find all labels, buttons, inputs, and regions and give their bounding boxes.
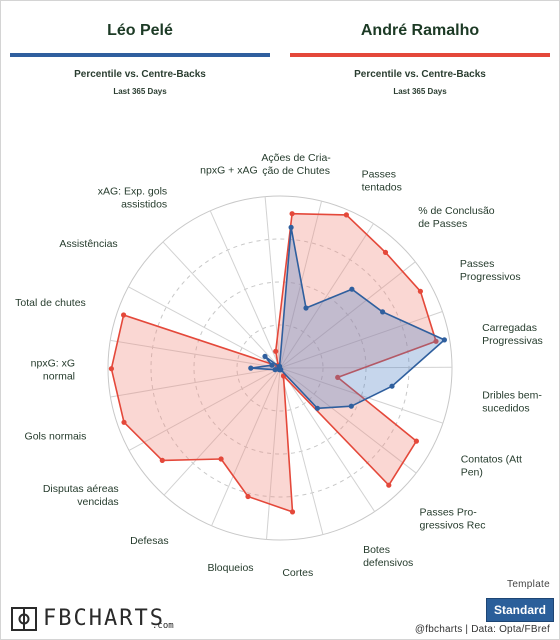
radar-grid [107,195,453,541]
player2-subtitle: Percentile vs. Centre-Backs [354,69,486,80]
axis-label: Cortes [282,567,313,579]
player2-color-bar [290,53,550,57]
series-2-polygon [110,212,437,513]
series-2-point [159,457,165,463]
grid-spoke [209,210,281,369]
axis-label: % de Conclusão de Passes [418,205,495,230]
grid-ring-3 [150,238,410,498]
series-2-point [218,456,224,462]
series-1-point [262,353,268,359]
axis-label: Passes Pro-gressivos Rec [420,507,486,532]
series-1-point [380,309,386,315]
grid-spoke [279,367,444,424]
series-2-point [417,288,423,294]
series-1-point [441,337,447,343]
grid-spoke [211,367,281,526]
grid-spoke [279,311,443,369]
template-button[interactable]: Standard [486,598,554,622]
grid-spoke [128,367,281,451]
grid-spoke [279,261,416,369]
series-2-point [245,493,251,500]
player1-period: Last 365 Days [113,87,167,96]
series-2-point [382,249,389,255]
axis-label: Ações de Cria-ção de Chutes [261,152,331,177]
logo-suffix: .com [152,621,174,631]
axis-label: xAG: Exp. gols assistidos [98,185,167,210]
radar-series [108,211,447,515]
series-1-point [272,367,278,373]
axis-label: Passes tentados [362,168,402,193]
axis-label: Botes defensivos [363,544,413,569]
logo-text: FBCHARTS [43,606,165,631]
series-1-point [288,224,294,230]
data-credit: @fbcharts | Data: Opta/FBref [414,624,550,635]
grid-spoke [279,200,323,369]
player1-subtitle: Percentile vs. Centre-Backs [74,69,206,80]
series-1-point [269,362,275,368]
series-2-point [386,482,392,488]
axis-label: Assistências [59,238,117,250]
player1-name: Léo Pelé [107,22,173,39]
series-2-point [335,374,341,380]
series-1-point [389,383,395,389]
grid-spoke [279,367,417,474]
series-1-point [248,365,254,371]
axis-label: Passes Progressivos [460,258,521,283]
series-1-point [348,403,354,409]
axis-label: npxG + xAG [200,165,257,177]
grid-spoke [110,339,281,369]
axis-label: Disputas aéreas vencidas [43,483,119,508]
series-1-point [349,286,355,292]
axis-label: Defesas [130,535,169,547]
series-2-point [433,338,439,344]
player2-name: André Ramalho [360,22,480,39]
grid-ring-outer [107,195,453,541]
series-2-point [343,212,349,218]
series-1-point [314,405,320,411]
grid-spoke [163,367,281,496]
axis-label: Gols normais [25,430,87,442]
grid-spoke [162,241,281,369]
fbcharts-logo-icon [11,607,37,631]
radar-axis-labels: Ações de Cria-ção de Chutes Passes tentado… [15,152,543,579]
series-1-point [277,363,283,369]
series-1-point [303,305,309,311]
series-2-point [121,419,127,425]
series-2-point [413,438,419,444]
grid-spoke [128,286,281,369]
axis-label: Bloqueios [207,562,253,574]
series-2-point [289,211,295,217]
series-2-point [289,509,296,515]
axis-label: Total de chutes [15,297,86,309]
series-2-point [108,366,114,372]
axis-label: Carregadas Progressivas [482,322,543,347]
grid-spoke [279,367,324,535]
series-2-point [273,348,279,354]
series-2-point [121,312,127,318]
player1-color-bar [10,53,270,57]
grid-spoke [279,223,374,369]
player2-period: Last 365 Days [393,87,447,96]
axis-label: npxG: xG normal [31,357,75,382]
axis-label: Contatos (Att Pen) [461,453,522,478]
grid-spoke [279,367,376,512]
template-label: Template [507,579,550,590]
grid-spoke [266,367,281,540]
grid-spoke [110,367,281,398]
axis-label: Dribles bem-sucedidos [482,389,542,414]
